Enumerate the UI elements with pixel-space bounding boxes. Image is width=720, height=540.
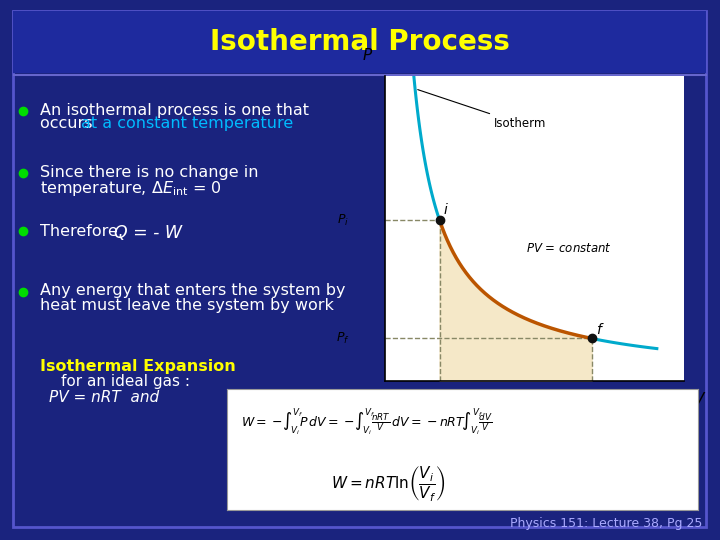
Text: $P_i$: $P_i$ (338, 213, 349, 228)
Text: f: f (596, 323, 601, 338)
Text: $V$: $V$ (693, 391, 706, 407)
Text: $P$: $P$ (361, 48, 373, 63)
Text: at a constant temperature: at a constant temperature (81, 116, 293, 131)
Text: for an ideal gas :: for an ideal gas : (61, 374, 190, 389)
Text: $PV$ = constant: $PV$ = constant (526, 242, 612, 255)
Text: Isotherm: Isotherm (418, 90, 546, 130)
Text: $W = -\!\int_{V_i}^{V_f}\!P\,dV = -\!\int_{V_i}^{V_f}\!\frac{nRT}{V}\,dV = -nRT\: $W = -\!\int_{V_i}^{V_f}\!P\,dV = -\!\in… (241, 407, 492, 438)
Text: $W = nRT\ln\!\left(\dfrac{V_i}{V_f}\right)$: $W = nRT\ln\!\left(\dfrac{V_i}{V_f}\righ… (330, 464, 445, 503)
Text: Since there is no change in: Since there is no change in (40, 165, 258, 180)
Text: i: i (444, 202, 448, 217)
Text: PV = nRT  and: PV = nRT and (49, 390, 159, 405)
Text: An isothermal process is one that: An isothermal process is one that (40, 103, 309, 118)
Text: $P_f$: $P_f$ (336, 331, 349, 346)
FancyBboxPatch shape (13, 11, 706, 526)
Text: $V_f$: $V_f$ (584, 411, 599, 426)
Text: Isothermal Expansion: Isothermal Expansion (40, 359, 235, 374)
Text: Any energy that enters the system by: Any energy that enters the system by (40, 284, 345, 299)
Text: heat must leave the system by work: heat must leave the system by work (40, 298, 333, 313)
Text: Physics 151: Lecture 38, Pg 25: Physics 151: Lecture 38, Pg 25 (510, 517, 702, 530)
FancyBboxPatch shape (13, 11, 706, 73)
Text: Therefore,: Therefore, (40, 224, 127, 239)
Text: occurs: occurs (40, 116, 97, 131)
Text: Q = - W: Q = - W (114, 224, 181, 242)
Text: temperature, $\Delta E_{\mathregular{int}}$ = 0: temperature, $\Delta E_{\mathregular{int… (40, 179, 221, 198)
Text: $V_i$: $V_i$ (433, 411, 446, 426)
Text: Isothermal Process: Isothermal Process (210, 28, 510, 56)
